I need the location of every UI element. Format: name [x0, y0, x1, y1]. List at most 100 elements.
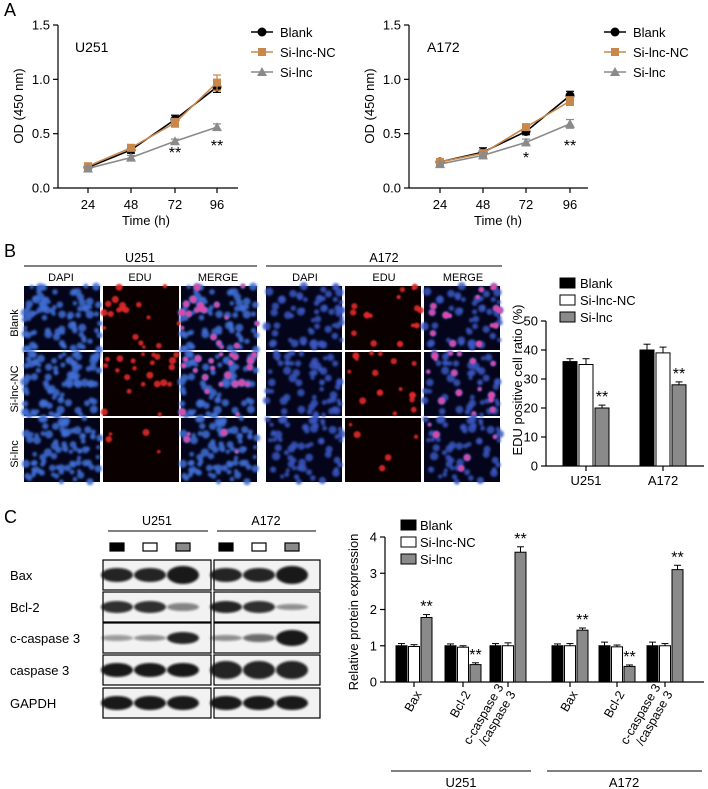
legend: Blank Si-lnc-NC Si-lnc — [559, 276, 636, 325]
nucleus — [469, 394, 475, 400]
blot-bands — [210, 566, 308, 584]
nucleus — [38, 415, 46, 423]
edu-positive-nucleus — [116, 355, 124, 362]
nucleus — [69, 441, 77, 449]
nucleus — [95, 345, 103, 354]
y-tick-label: 40 — [524, 343, 538, 358]
nucleus — [329, 396, 337, 403]
y-tick-label: 20 — [524, 401, 538, 416]
nucleus — [438, 408, 446, 415]
legend-label-blank: Blank — [420, 518, 453, 533]
edu-positive-nucleus — [115, 283, 123, 291]
edu-positive-nucleus — [105, 300, 112, 308]
nucleus — [468, 375, 473, 380]
cell-line-header-a172: A172 — [369, 251, 398, 265]
nucleus — [479, 399, 485, 405]
band — [167, 603, 199, 611]
nucleus — [66, 311, 75, 319]
nucleus — [324, 374, 332, 382]
nucleus — [68, 449, 74, 454]
edu-positive-nucleus — [108, 432, 113, 436]
edu-positive-nucleus — [234, 449, 239, 454]
nucleus — [332, 406, 341, 415]
category-label: Bcl-2 — [447, 688, 473, 720]
nucleus — [313, 422, 319, 429]
nucleus — [63, 417, 71, 425]
edu-positive-nucleus — [392, 411, 398, 416]
nucleus — [426, 378, 434, 387]
legend-marker-si-lnc — [610, 67, 620, 76]
nuclei-dapi — [264, 415, 346, 485]
nucleus — [207, 452, 215, 460]
nucleus — [273, 349, 279, 356]
nucleus — [314, 315, 322, 323]
nucleus — [242, 297, 251, 306]
y-tick-label: 3 — [370, 566, 377, 581]
nucleus — [337, 401, 343, 407]
nucleus — [448, 305, 455, 311]
nucleus — [311, 369, 318, 376]
nucleus — [320, 286, 327, 293]
nucleus — [241, 400, 248, 407]
nucleus — [188, 410, 195, 417]
legend: Blank Si-lnc-NC Si-lnc — [400, 518, 476, 567]
nucleus — [184, 349, 193, 358]
nucleus — [61, 441, 68, 448]
band — [101, 635, 133, 641]
nucleus — [26, 475, 33, 482]
nucleus — [335, 288, 344, 297]
nuclei-edu — [100, 283, 182, 349]
nucleus — [496, 300, 502, 305]
edu-positive-nucleus — [124, 374, 131, 381]
nucleus — [472, 309, 478, 315]
nucleus — [319, 381, 324, 386]
dapi-image-tile — [262, 282, 346, 351]
y-tick-label: 0.0 — [383, 181, 401, 196]
nucleus — [269, 339, 278, 347]
nucleus — [289, 361, 295, 366]
nucleus — [306, 469, 313, 476]
lane-marker — [284, 542, 300, 552]
data-point — [212, 122, 222, 132]
nucleus — [453, 379, 461, 387]
edu-positive-nucleus — [350, 309, 357, 316]
edu-positive-nucleus — [430, 303, 437, 310]
nucleus — [32, 451, 38, 457]
nucleus — [209, 412, 217, 420]
series-si-lnc — [435, 118, 575, 169]
nucleus — [426, 437, 431, 443]
nucleus — [232, 459, 239, 466]
nucleus — [280, 474, 285, 479]
nucleus — [64, 399, 73, 407]
y-tick-label: 0 — [531, 459, 538, 474]
nucleus — [264, 416, 271, 423]
edu-positive-nucleus — [490, 286, 495, 290]
nucleus — [337, 462, 343, 468]
nucleus — [311, 344, 318, 351]
category-label: U251 — [570, 473, 601, 488]
nucleus — [251, 464, 260, 473]
nucleus — [277, 360, 284, 367]
nucleus — [29, 330, 35, 336]
edu-positive-nucleus — [496, 307, 503, 314]
legend-label-si-lnc-nc: Si-lnc-NC — [580, 293, 636, 308]
nucleus — [70, 321, 77, 328]
nucleus — [32, 358, 40, 366]
nucleus — [87, 338, 93, 344]
nucleus — [283, 393, 291, 402]
nucleus — [179, 400, 186, 407]
nucleus — [475, 437, 483, 445]
nucleus — [328, 425, 337, 434]
nucleus — [227, 461, 234, 468]
nucleus — [21, 459, 30, 468]
dapi-image-tile — [20, 349, 102, 420]
edu-positive-nucleus — [352, 352, 360, 360]
significance-mark: ** — [169, 145, 181, 162]
edu-image-tile — [345, 350, 421, 416]
nucleus — [30, 373, 39, 381]
nucleus — [85, 459, 92, 467]
nucleus — [339, 315, 344, 320]
protein-label-bax: Bax — [10, 568, 33, 583]
protein-label-c-caspase-3: c-caspase 3 — [10, 631, 80, 646]
